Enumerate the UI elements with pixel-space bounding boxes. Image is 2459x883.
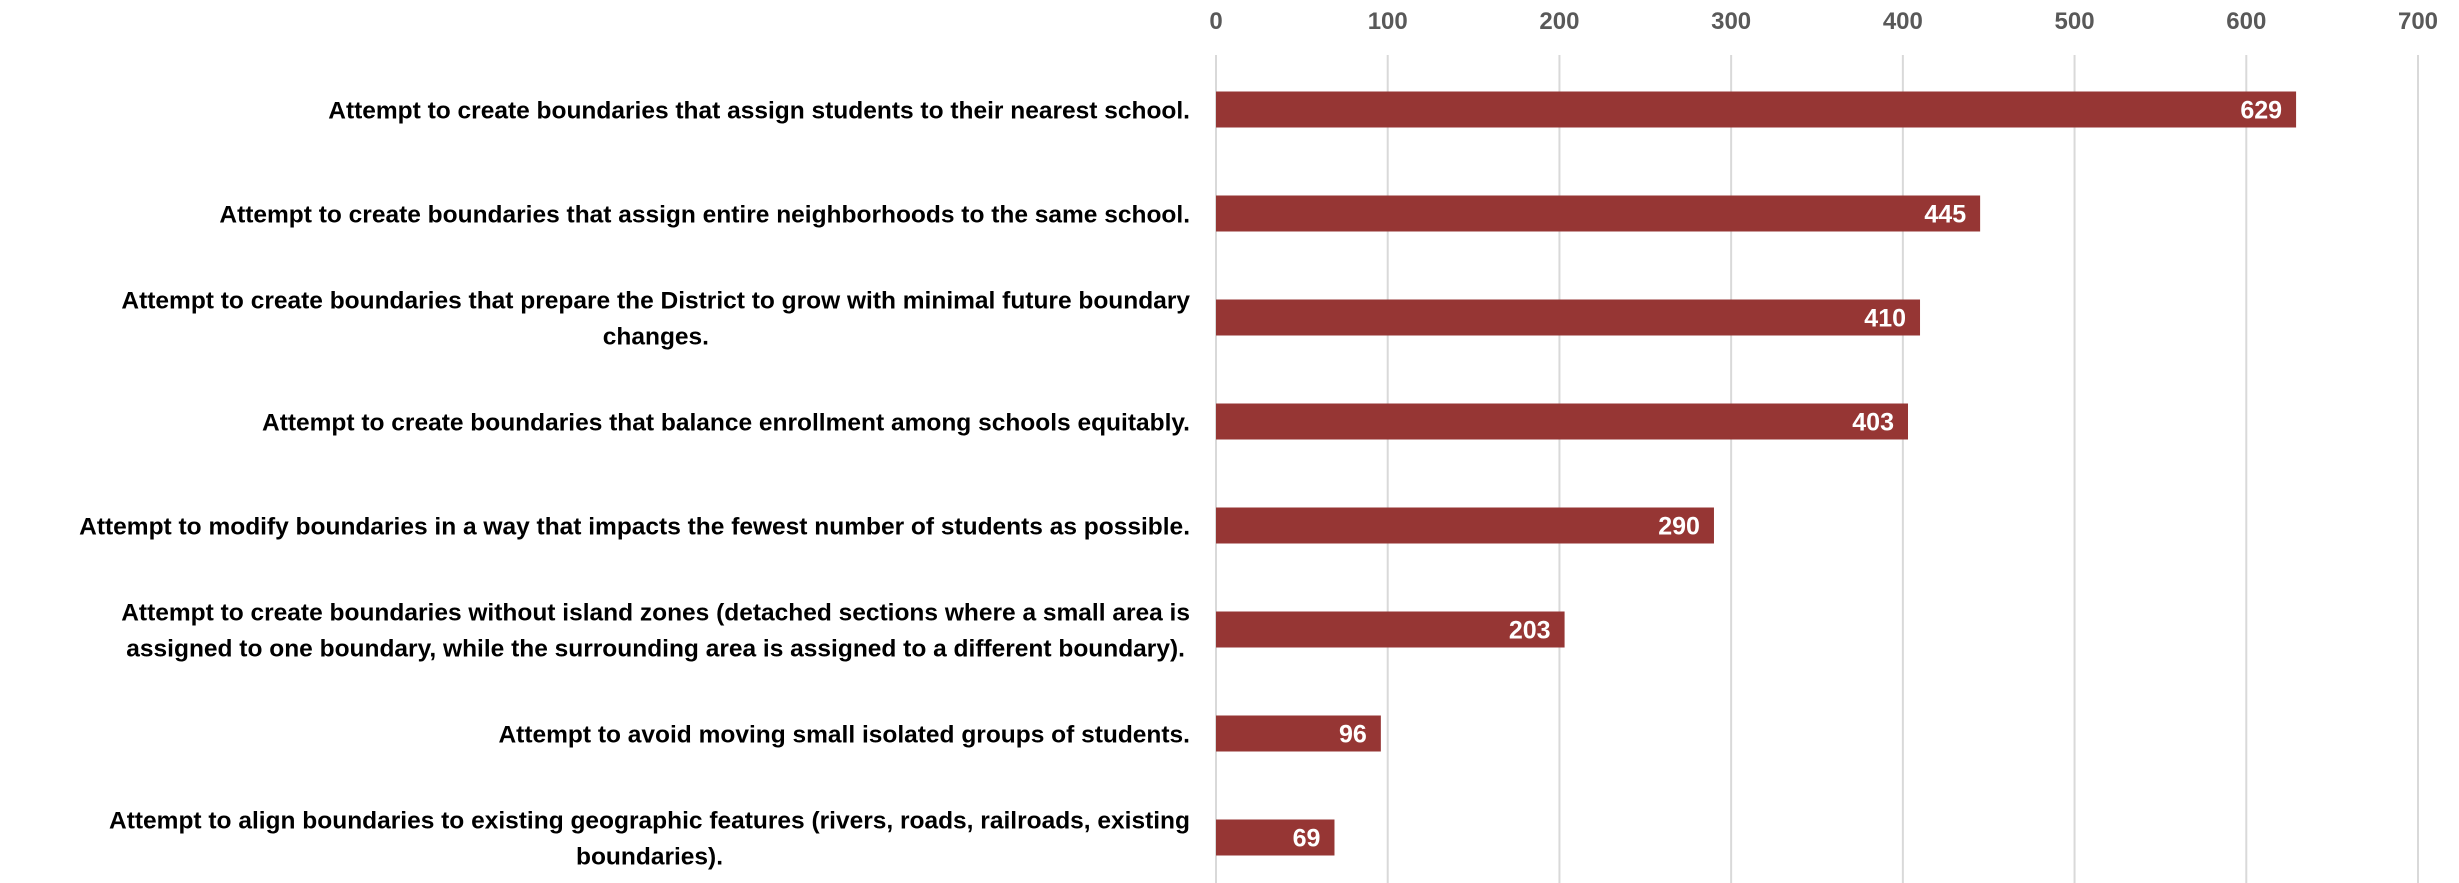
category-label: Attempt to create boundaries that assign…: [328, 98, 1190, 125]
x-tick-label: 400: [1883, 8, 1923, 35]
category-label: Attempt to create boundaries that assign…: [219, 202, 1190, 229]
category-label: Attempt to create boundaries that balanc…: [262, 410, 1190, 437]
category-label: Attempt to create boundaries that prepar…: [121, 288, 1190, 315]
bar: [1216, 299, 1921, 336]
gridlines: [1215, 55, 2419, 883]
x-tick-label: 100: [1368, 8, 1408, 35]
bar: [1216, 195, 1981, 232]
bar: [1216, 611, 1565, 648]
x-tick-label: 500: [2055, 8, 2095, 35]
x-tick-label: 600: [2226, 8, 2266, 35]
data-label: 629: [2240, 97, 2282, 125]
x-tick-label: 300: [1711, 8, 1751, 35]
bar: [1216, 715, 1381, 752]
data-label: 403: [1852, 409, 1894, 437]
category-label: changes.: [603, 324, 709, 351]
category-label: Attempt to modify boundaries in a way th…: [79, 514, 1190, 541]
category-label: assigned to one boundary, while the surr…: [126, 636, 1185, 663]
data-label: 203: [1509, 617, 1551, 645]
x-axis-ticks: 0 100 200 300 400 500 600 700: [1209, 8, 2438, 35]
category-label: Attempt to create boundaries without isl…: [121, 600, 1190, 627]
x-tick-label: 700: [2398, 8, 2438, 35]
data-labels: 629 445 410 403 290 203 96 69: [1293, 97, 2282, 853]
category-label: Attempt to avoid moving small isolated g…: [498, 722, 1190, 749]
data-label: 290: [1658, 513, 1700, 541]
category-label: boundaries).: [576, 844, 723, 871]
bars: [1216, 91, 2297, 856]
bar: [1216, 819, 1335, 856]
data-label: 96: [1339, 721, 1367, 749]
category-labels: Attempt to create boundaries that assign…: [79, 98, 1190, 871]
data-label: 69: [1293, 825, 1321, 853]
x-tick-label: 200: [1539, 8, 1579, 35]
bar: [1216, 507, 1714, 544]
bar: [1216, 91, 2297, 128]
data-label: 410: [1864, 305, 1906, 333]
x-tick-label: 0: [1209, 8, 1222, 35]
bar: [1216, 403, 1909, 440]
category-label: Attempt to align boundaries to existing …: [109, 808, 1190, 835]
data-label: 445: [1924, 201, 1966, 229]
